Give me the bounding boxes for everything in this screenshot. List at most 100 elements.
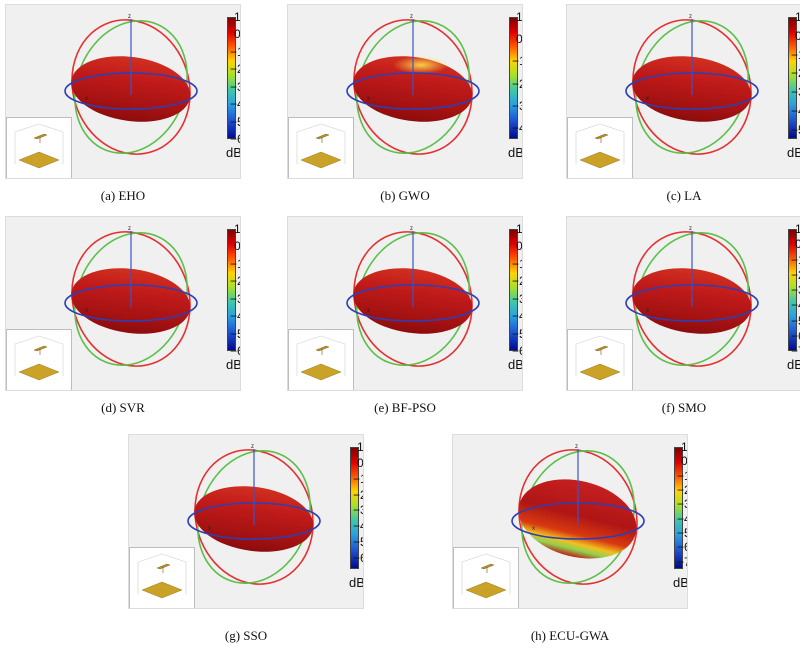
antenna-preview: ✓Show AntennaShow Antenna▾: [288, 329, 354, 390]
colorbar-unit-label: dBi: [787, 145, 800, 160]
radiation-pattern-3d: zx: [625, 14, 759, 155]
colorbar-tick-label: 1: [234, 222, 241, 236]
z-axis-label: z: [410, 226, 413, 232]
gain-highlight: [393, 56, 449, 74]
radiation-pattern-panel: zx✓Show AntennaShow Antenna▾10−1−2−3−4−5…: [566, 216, 800, 416]
plot-area: zx✓Show AntennaShow Antenna▾10−1−2−3−4−5…: [287, 216, 523, 391]
colorbar-tick-label: −3: [791, 85, 800, 100]
colorbar-tick-label: 0: [795, 238, 800, 250]
panel-caption: (g) SSO: [224, 628, 268, 643]
colorbar-tick-label: −1: [512, 54, 522, 69]
colorbar-tick-label: −4: [230, 97, 240, 112]
radiation-pattern-panel: zx✓Show AntennaShow Antenna▾10−1−2−3−4−5…: [5, 4, 241, 204]
panel-caption: (d) SVR: [101, 400, 145, 415]
colorbar-tick-label: −3: [512, 98, 522, 113]
x-axis-label: x: [532, 526, 535, 532]
colorbar-tick-label: −2: [230, 274, 240, 289]
colorbar: [227, 229, 236, 351]
panel-caption: (a) EHO: [100, 188, 146, 203]
colorbar-tick-label: −5: [353, 535, 363, 550]
colorbar-tick-label: 1: [234, 10, 241, 24]
z-axis-label: z: [689, 14, 692, 20]
antenna-preview: ✓Show AntennaShow Antenna▾: [453, 547, 519, 608]
x-axis-label: x: [646, 96, 649, 102]
colorbar-tick-label: −3: [230, 291, 240, 306]
colorbar-tick-label: −6: [791, 328, 800, 343]
colorbar-unit-label: dBi: [508, 357, 522, 372]
colorbar-tick-label: −6: [353, 550, 363, 565]
colorbar-tick-label: −5: [230, 326, 240, 341]
antenna-preview: ✓Show AntennaShow Antenna▾: [567, 329, 633, 390]
colorbar-tick-label: 0: [234, 239, 241, 254]
antenna-preview: ✓Show AntennaShow Antenna▾: [129, 547, 195, 608]
colorbar: [350, 447, 359, 569]
z-axis-label: z: [251, 444, 254, 450]
colorbar-unit-label: dBi: [787, 357, 800, 372]
colorbar-tick-label: −2: [791, 267, 800, 282]
colorbar-tick-label: −4: [791, 103, 800, 118]
antenna-icon: [296, 335, 346, 381]
z-axis-label: z: [575, 444, 578, 450]
colorbar-tick-label: −3: [677, 497, 687, 512]
radiation-pattern-panel: zx✓Show AntennaShow Antenna▾10−1−2−3−4−5…: [5, 216, 241, 416]
colorbar-tick-label: −2: [791, 66, 800, 81]
radiation-pattern-panel: zx✓Show AntennaShow Antenna▾10−1−2−3−4−5…: [566, 4, 800, 204]
colorbar-unit-label: dBi: [349, 575, 363, 590]
colorbar-tick-label: 0: [516, 239, 523, 254]
colorbar-tick-label: 0: [795, 30, 800, 42]
x-axis-label: x: [85, 308, 88, 314]
colorbar-tick-label: −3: [791, 283, 800, 297]
radiation-pattern-panel: zx✓Show AntennaShow Antenna▾10−1−2−3−4dB…: [287, 4, 523, 204]
colorbar-tick-label: −4: [791, 298, 800, 313]
plot-area: zx✓Show AntennaShow Antenna▾10−1−2−3−4dB…: [287, 4, 523, 179]
colorbar-tick-label: −4: [230, 309, 240, 324]
plot-area: zx✓Show AntennaShow Antenna▾10−1−2−3−4−5…: [452, 434, 688, 609]
colorbar-tick-label: −4: [353, 519, 363, 534]
antenna-preview: ✓Show AntennaShow Antenna▾: [6, 329, 72, 390]
radiation-pattern-3d: zx: [187, 444, 321, 585]
radiation-pattern-3d: zx: [346, 14, 480, 155]
colorbar-tick-label: −4: [512, 309, 522, 324]
radiation-pattern-3d: zx: [64, 226, 198, 367]
colorbar-tick-label: −2: [512, 76, 522, 91]
colorbar-tick-label: −6: [230, 132, 240, 146]
colorbar-tick-label: 1: [681, 440, 688, 454]
colorbar: [509, 17, 518, 139]
colorbar-tick-label: −2: [677, 483, 687, 498]
antenna-preview: ✓Show AntennaShow Antenna▾: [288, 117, 354, 178]
colorbar-tick-label: −3: [512, 291, 522, 306]
colorbar-unit-label: dBi: [226, 357, 240, 372]
colorbar-tick-label: 0: [234, 27, 241, 42]
colorbar-tick-label: 1: [516, 10, 523, 24]
colorbar-tick-label: −1: [230, 256, 240, 271]
colorbar-tick-label: 1: [516, 222, 523, 236]
colorbar-tick-label: 0: [681, 454, 688, 469]
colorbar-tick-label: 0: [516, 32, 523, 47]
colorbar-tick-label: −1: [512, 256, 522, 271]
x-axis-label: x: [85, 96, 88, 102]
colorbar-unit-label: dBi: [673, 575, 687, 590]
colorbar: [674, 447, 683, 569]
radiation-pattern-3d: zx: [625, 226, 759, 367]
colorbar-tick-label: −5: [677, 526, 687, 541]
colorbar-tick-label: −2: [230, 62, 240, 77]
colorbar: [788, 17, 797, 139]
colorbar: [227, 17, 236, 139]
colorbar-tick-label: −6: [512, 344, 522, 358]
colorbar-tick-label: −1: [230, 44, 240, 59]
colorbar-tick-label: −2: [353, 487, 363, 502]
colorbar-tick-label: −7: [791, 344, 800, 358]
colorbar-tick-label: −6: [230, 344, 240, 358]
colorbar-tick-label: −1: [353, 471, 363, 486]
colorbar: [509, 229, 518, 351]
colorbar-unit-label: dBi: [226, 145, 240, 160]
colorbar-tick-label: 1: [795, 223, 800, 235]
plot-area: zx✓Show AntennaShow Antenna▾10−1−2−3−4−5…: [128, 434, 364, 609]
z-axis-label: z: [410, 14, 413, 20]
colorbar-tick-label: −1: [677, 468, 687, 483]
colorbar-tick-label: −6: [677, 540, 687, 555]
antenna-preview: ✓Show AntennaShow Antenna▾: [6, 117, 72, 178]
radiation-pattern-3d: zx: [346, 226, 480, 367]
colorbar-tick-label: −1: [791, 47, 800, 62]
z-axis-label: z: [128, 226, 131, 232]
